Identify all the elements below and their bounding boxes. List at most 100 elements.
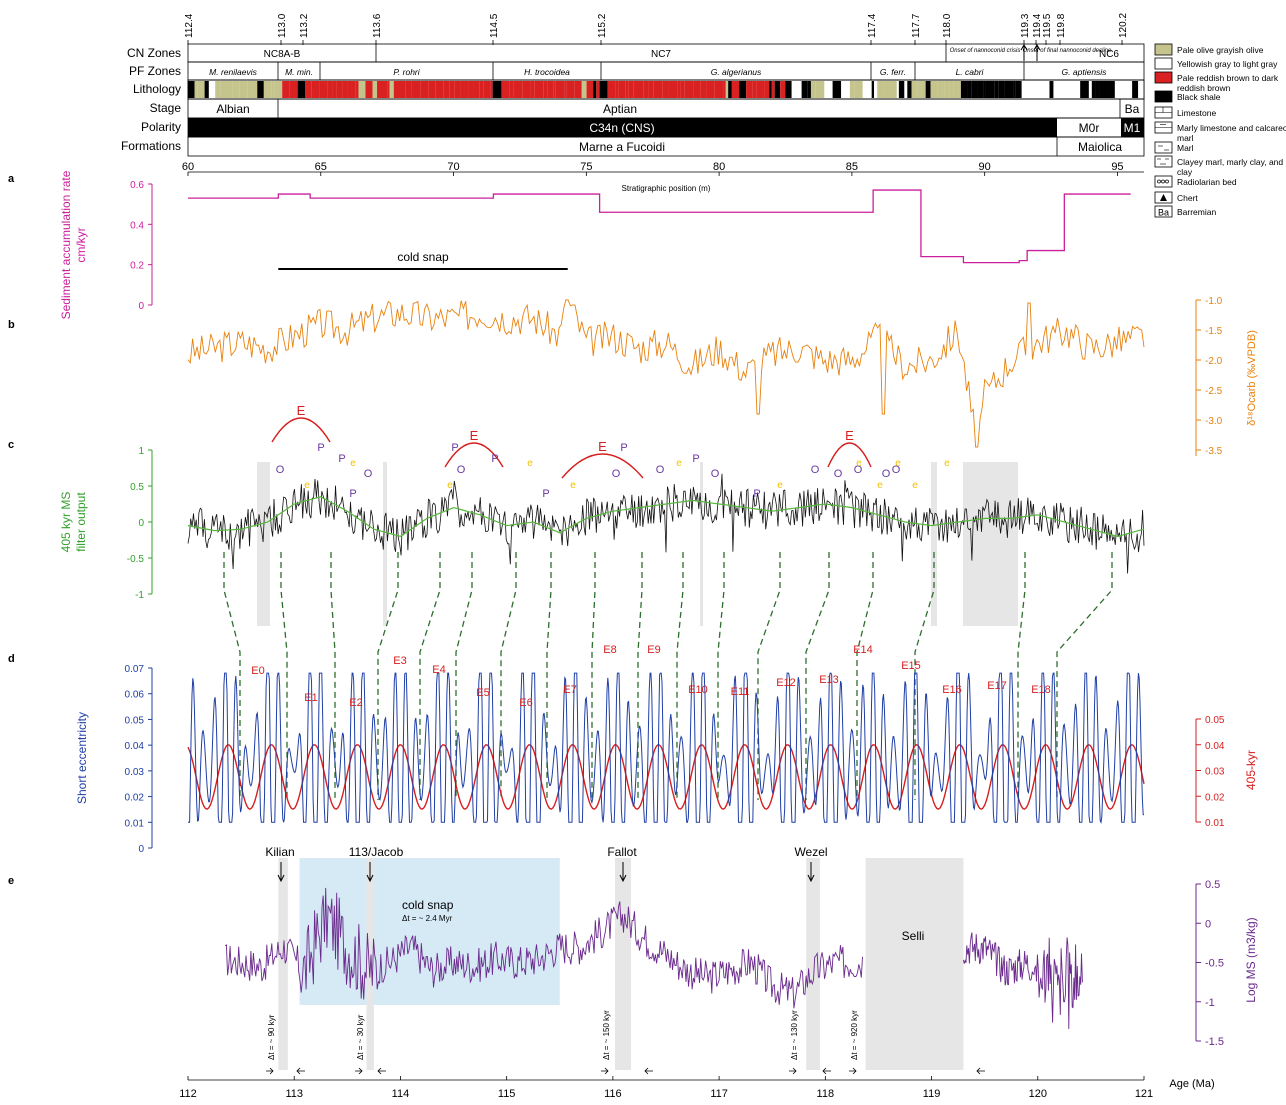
lithology-bed [677,81,681,98]
crisis-arrow [1020,44,1028,61]
e-cycle-label: E7 [563,684,576,696]
panel-letter: b [8,319,15,331]
y-tick-label: 0.05 [1205,715,1225,726]
lithology-bed [769,81,772,98]
lithology-bed [530,81,535,98]
lithology-bed [967,81,972,98]
e-cycle-label: E0 [251,665,264,677]
event-shade [806,858,821,1070]
event-shade [615,858,631,1070]
x-axis-title: Stratigraphic position (m) [622,184,711,193]
y-axis-unit: cm/kyr [74,227,88,262]
correlation-line [419,552,441,800]
lithology-bed [365,81,373,98]
legend-label: Clayey marl, marly clay, and clay [1177,157,1283,177]
lithology-bed [994,81,999,98]
row-label: Formations [121,139,181,153]
lithology-bed [1015,81,1022,98]
lithology-bed [860,81,863,98]
correlation-line [330,552,336,800]
lithology-bed [593,81,597,98]
panel-letter: a [8,173,15,185]
event-shade [278,858,288,1070]
e-cycle-label: E11 [731,686,750,698]
lithology-bed [311,81,320,98]
barremian-box-icon: Ba [1158,208,1169,218]
duration-arrow-left [789,1067,797,1075]
lithology-bed [336,81,343,98]
correlation-line [280,552,288,800]
panel-b: -1.0 -1.5 -2.0 -2.5 -3.0 -3.5 δ¹⁸Ocarb (‰VPDB) [187,296,1258,457]
pf-zone: M. min. [285,67,313,77]
correlation-lines [223,552,1113,800]
lithology-bed [884,81,890,98]
p-mark: P [692,453,699,465]
lithology-bed [780,81,786,98]
x-tick-label: 120 [1029,1088,1047,1100]
lithology-bed [1030,81,1035,98]
legend-swatch [1154,90,1173,103]
lithology-bed [841,81,850,98]
lithology-bed [342,81,348,98]
y-tick-label: 0.02 [1205,792,1225,803]
y-tick-label: -1.5 [1205,1036,1224,1048]
lithology-bed [653,81,663,98]
x-tick-label: 75 [580,161,592,173]
filter-405-line [187,496,1145,538]
y-axis-title: 405 kyr MS [59,492,73,553]
x-tick-label: 85 [846,161,858,173]
o-mark: O [656,464,665,476]
lithology-bed [628,81,634,98]
duration-arrow-right [296,1067,305,1075]
event-shade [865,858,964,1070]
lithology-bed [832,81,842,98]
pf-zone: G. ferr. [880,67,906,77]
eccentricity-short-line [188,672,1145,824]
polarity-m1 [1121,118,1144,137]
y-tick-label: 0.01 [125,818,145,829]
formation-label: Maiolica [1078,140,1122,154]
top-age-tick: 114.5 [489,13,500,38]
cn-note: Onset of nannoconid crisis [950,48,1021,54]
lithology-bed [904,81,908,98]
polarity-label: C34n (CNS) [589,121,654,135]
lithology-bed [898,81,905,98]
lithology-bed [1099,81,1109,98]
lithology-bed [355,81,359,98]
lithology-bed [960,81,968,98]
y-tick-label: -2.0 [1205,356,1223,367]
event-arrow [277,862,285,883]
polarity-normal [188,118,1057,137]
lithology-bed [1013,81,1016,98]
short-e-mark: e [304,480,310,491]
lithology-bed [387,81,390,98]
legend-label: Marly limestone and calcareous marl [1177,123,1286,143]
row-label: CN Zones [127,46,181,60]
lithology-bed [443,81,450,98]
top-age-tick: 113.6 [372,13,383,38]
lithology-bed [953,81,961,98]
y-tick-label: -1 [135,590,144,601]
legend-label-line: clay [1177,167,1193,177]
x-tick-label: 65 [315,161,327,173]
y-tick-label: -1.0 [1205,296,1223,307]
x-tick-label: 118 [817,1088,835,1100]
lithology-bed [215,81,221,98]
lithology-bed [618,81,626,98]
hiatus-shade [700,462,703,626]
event-label: Kilian [265,845,294,859]
lithology-bed [473,81,480,98]
correlation-line [637,552,643,800]
p-mark: P [349,488,356,500]
panel-d: 0 0.01 0.02 0.03 0.04 0.05 0.06 0.07 0.01 0.02 0.0… [75,644,1258,855]
lithology-bed [1119,81,1126,98]
lithology-bed [599,81,608,98]
lithology-bed [944,81,950,98]
stage-label: Albian [216,102,249,116]
correlation-line [757,552,781,800]
lithology-bed [501,81,510,98]
p-mark: P [620,442,627,454]
hiatus-shade [931,462,937,626]
lithology-bed [949,81,954,98]
